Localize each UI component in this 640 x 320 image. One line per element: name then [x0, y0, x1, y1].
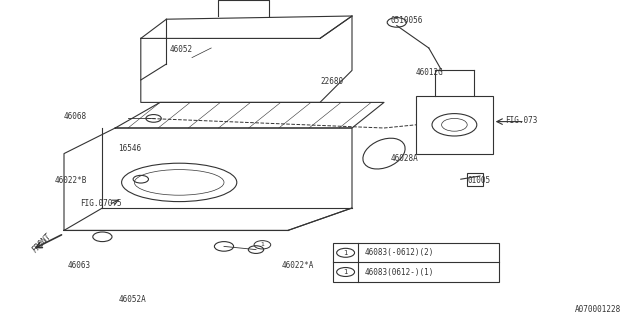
Text: 0510056: 0510056	[390, 16, 423, 25]
Text: 01005: 01005	[467, 176, 490, 185]
Text: 16546: 16546	[118, 144, 141, 153]
Text: 46063: 46063	[67, 261, 90, 270]
Text: 1: 1	[260, 242, 264, 247]
Text: 46012G: 46012G	[416, 68, 444, 76]
Text: FRONT: FRONT	[30, 232, 53, 254]
Text: 1: 1	[343, 269, 348, 275]
Text: 22680: 22680	[320, 77, 343, 86]
Text: 46052: 46052	[170, 45, 193, 54]
Text: FIG.073: FIG.073	[506, 116, 538, 124]
Text: 46022*A: 46022*A	[282, 261, 314, 270]
Bar	[333, 243, 499, 282]
Text: A070001228: A070001228	[575, 305, 621, 314]
Text: 46068: 46068	[64, 112, 87, 121]
Bar	[467, 173, 483, 186]
Text: 46083(-0612)(2): 46083(-0612)(2)	[365, 248, 434, 257]
Text: 1: 1	[343, 250, 348, 256]
Text: 46022*B: 46022*B	[54, 176, 87, 185]
Bar	[416, 96, 493, 154]
Text: FIG.070-5: FIG.070-5	[80, 199, 122, 208]
Text: 46052A: 46052A	[118, 295, 146, 304]
Text: 46083(0612-)(1): 46083(0612-)(1)	[365, 268, 434, 276]
Text: 46028A: 46028A	[390, 154, 418, 163]
